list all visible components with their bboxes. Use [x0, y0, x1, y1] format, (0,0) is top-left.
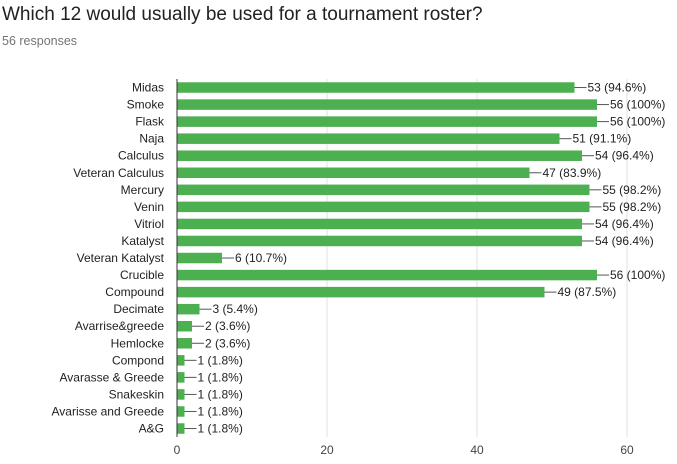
bar: [177, 184, 590, 196]
category-label: Veteran Katalyst: [77, 251, 165, 265]
data-label: 53 (94.6%): [588, 81, 647, 95]
data-label: 1 (1.8%): [198, 404, 243, 418]
bar: [177, 150, 582, 161]
bar: [177, 372, 185, 383]
data-label: 54 (96.4%): [595, 234, 654, 248]
category-label: Avarasse & Greede: [59, 370, 164, 384]
bar: [177, 235, 582, 247]
bar: [177, 338, 192, 349]
data-label: 47 (83.9%): [543, 166, 602, 180]
bar: [177, 320, 192, 332]
bar: [177, 389, 185, 400]
category-label: Compound: [105, 285, 164, 299]
bar: [177, 82, 575, 93]
bar: [177, 167, 530, 179]
category-label: Midas: [132, 81, 164, 95]
data-label: 3 (5.4%): [213, 302, 258, 316]
bar: [177, 303, 200, 315]
x-tick-label: 0: [174, 443, 181, 457]
category-label: Mercury: [121, 183, 164, 197]
category-label: Smoke: [127, 98, 165, 112]
data-label: 1 (1.8%): [198, 370, 243, 384]
data-label: 1 (1.8%): [198, 353, 243, 367]
data-label: 2 (3.6%): [205, 336, 250, 350]
chart-title: Which 12 would usually be used for a tou…: [2, 4, 483, 25]
bar: [177, 201, 590, 213]
bar: [177, 286, 545, 298]
data-label: 2 (3.6%): [205, 319, 250, 333]
bar: [177, 406, 185, 417]
data-label: 51 (91.1%): [573, 132, 632, 146]
data-label: 56 (100%): [610, 268, 665, 282]
bar: [177, 133, 560, 144]
x-tick-label: 20: [320, 443, 334, 457]
category-label: Veteran Calculus: [73, 166, 164, 180]
category-label: Flask: [135, 115, 165, 129]
data-label: 55 (98.2%): [603, 200, 662, 214]
bar: [177, 252, 222, 264]
x-tick-label: 60: [620, 443, 634, 457]
data-label: 49 (87.5%): [558, 285, 617, 299]
data-label: 56 (100%): [610, 115, 665, 129]
data-label: 54 (96.4%): [595, 217, 654, 231]
category-label: Compond: [112, 353, 164, 367]
category-label: Avarrise&greede: [75, 319, 164, 333]
data-label: 6 (10.7%): [235, 251, 287, 265]
category-label: Hemlocke: [111, 336, 165, 350]
bar: [177, 218, 582, 230]
category-label: Naja: [139, 132, 164, 146]
category-label: A&G: [139, 422, 164, 436]
category-label: Crucible: [120, 268, 164, 282]
x-tick-label: 40: [470, 443, 484, 457]
bar: [177, 269, 597, 281]
data-label: 55 (98.2%): [603, 183, 662, 197]
data-label: 1 (1.8%): [198, 387, 243, 401]
data-label: 1 (1.8%): [198, 422, 243, 436]
category-label: Snakeskin: [109, 387, 164, 401]
category-label: Calculus: [118, 149, 164, 163]
bar: [177, 116, 597, 127]
data-label: 56 (100%): [610, 98, 665, 112]
category-label: Decimate: [113, 302, 164, 316]
data-label: 54 (96.4%): [595, 149, 654, 163]
bar: [177, 99, 597, 110]
category-label: Avarisse and Greede: [51, 404, 164, 418]
response-count: 56 responses: [2, 34, 78, 48]
category-label: Katalyst: [121, 234, 164, 248]
category-label: Vitriol: [134, 217, 164, 231]
bar: [177, 423, 185, 434]
bar: [177, 355, 185, 366]
category-label: Venin: [134, 200, 164, 214]
